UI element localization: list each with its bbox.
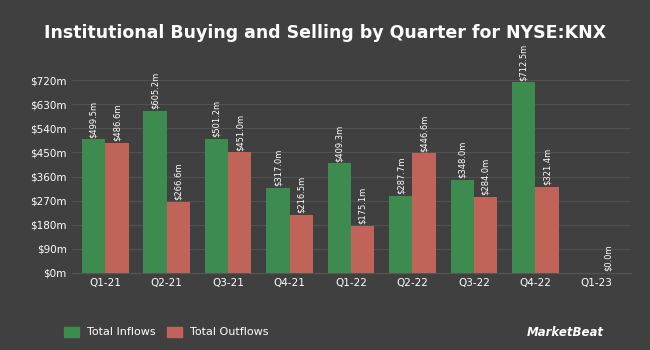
Text: $317.0m: $317.0m xyxy=(274,149,282,187)
Bar xyxy=(144,111,166,273)
Bar xyxy=(351,226,374,273)
Bar xyxy=(512,82,536,273)
Bar xyxy=(474,197,497,273)
Bar xyxy=(389,196,413,273)
Text: $175.1m: $175.1m xyxy=(358,187,367,224)
Text: $499.5m: $499.5m xyxy=(89,100,98,138)
Text: $321.4m: $321.4m xyxy=(543,148,551,185)
Text: $216.5m: $216.5m xyxy=(297,176,306,214)
Text: $712.5m: $712.5m xyxy=(519,43,528,80)
Text: $486.6m: $486.6m xyxy=(112,104,122,141)
Text: MarketBeat: MarketBeat xyxy=(527,326,604,339)
Text: $266.6m: $266.6m xyxy=(174,162,183,200)
Bar xyxy=(228,152,252,273)
Bar xyxy=(289,215,313,273)
Bar xyxy=(105,143,129,273)
Text: $0.0m: $0.0m xyxy=(604,245,613,271)
Bar xyxy=(536,187,558,273)
Text: $501.2m: $501.2m xyxy=(212,100,221,137)
Bar xyxy=(413,153,436,273)
Text: $348.0m: $348.0m xyxy=(458,141,467,178)
Bar xyxy=(328,163,351,273)
Bar xyxy=(266,188,289,273)
Bar xyxy=(205,139,228,273)
Bar xyxy=(82,139,105,273)
Legend: Total Inflows, Total Outflows: Total Inflows, Total Outflows xyxy=(64,327,269,337)
Text: $451.0m: $451.0m xyxy=(235,113,244,150)
Bar xyxy=(450,180,474,273)
Text: $409.3m: $409.3m xyxy=(335,125,344,162)
Bar xyxy=(166,202,190,273)
Text: $284.0m: $284.0m xyxy=(481,158,490,195)
Text: $446.6m: $446.6m xyxy=(420,114,428,152)
Text: Institutional Buying and Selling by Quarter for NYSE:KNX: Institutional Buying and Selling by Quar… xyxy=(44,25,606,42)
Text: $605.2m: $605.2m xyxy=(151,72,159,109)
Text: $287.7m: $287.7m xyxy=(396,157,405,194)
